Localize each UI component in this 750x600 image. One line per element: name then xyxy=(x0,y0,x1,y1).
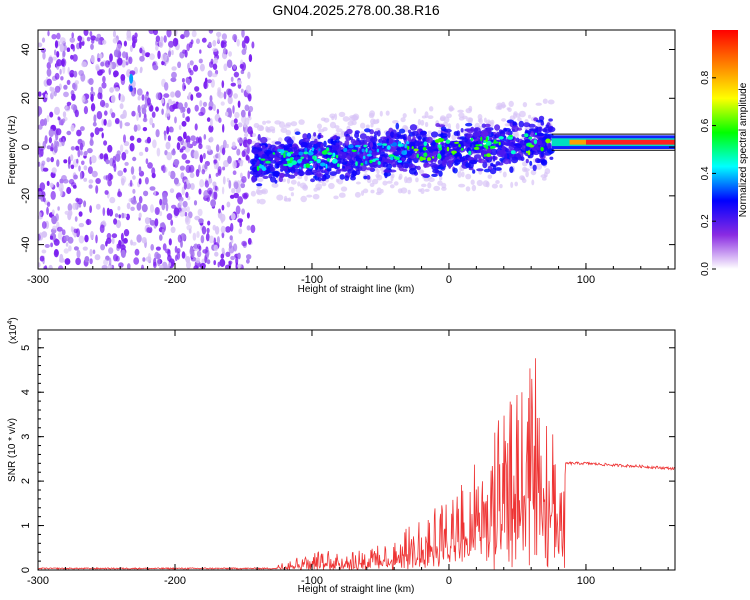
snr-y-tick-label: 2 xyxy=(20,478,32,484)
snr-x-tick-label: -100 xyxy=(301,575,323,587)
snr-y-axis-label: SNR (10 * v/v) xyxy=(7,418,18,482)
snr-x-tick-label: 100 xyxy=(577,575,595,587)
snr-x-tick-label: 0 xyxy=(446,575,452,587)
colorbar-tick-label: 0.2 xyxy=(700,214,711,228)
heatmap-x-tick-label: 0 xyxy=(446,274,452,286)
heatmap-y-tick-label: 20 xyxy=(20,92,32,104)
heatmap-x-axis-label: Height of straight line (km) xyxy=(298,284,415,295)
snr-y-tick-label: 5 xyxy=(20,345,32,351)
snr-y-tick-label: 3 xyxy=(20,434,32,440)
heatmap-frame xyxy=(37,29,676,270)
snr-x-tick-label: -300 xyxy=(27,575,49,587)
heatmap-x-tick-label: -200 xyxy=(164,274,186,286)
snr-plot xyxy=(38,358,675,570)
heatmap-line-region xyxy=(551,133,675,151)
snr-y-multiplier-exp: 4 xyxy=(7,321,14,325)
snr-y-multiplier: (x104) xyxy=(7,317,19,344)
heatmap-band-region xyxy=(249,98,556,205)
colorbar-tick-label: 0.0 xyxy=(700,262,711,276)
colorbar-ticks: 0.0 0.2 0.4 0.6 0.8 xyxy=(700,70,716,276)
heatmap-y-tick-label: 0 xyxy=(20,144,32,150)
snr-y-multiplier-close: ) xyxy=(8,317,19,320)
snr-x-tick-label: -200 xyxy=(164,575,186,587)
colorbar xyxy=(712,30,738,269)
heatmap-x-tick-label: 100 xyxy=(577,274,595,286)
snr-y-tick-label: 0 xyxy=(20,567,32,573)
snr-y-multiplier-base: (x10 xyxy=(8,324,19,344)
snr-axes: -300 -200 -100 0 100 0 1 2 3 4 5 xyxy=(20,330,675,587)
heatmap-y-tick-label: -20 xyxy=(20,188,32,204)
heatmap-y-tick-label: 40 xyxy=(20,43,32,55)
heatmap-x-tick-label: -300 xyxy=(27,274,49,286)
colorbar-tick-label: 0.6 xyxy=(700,118,711,132)
colorbar-tick-label: 0.4 xyxy=(700,166,711,180)
snr-y-tick-label: 1 xyxy=(20,522,32,528)
colorbar-tick-label: 0.8 xyxy=(700,70,711,84)
page-title: GN04.2025.278.00.38.R16 xyxy=(272,2,440,18)
heatmap-y-axis-label: Frequency (Hz) xyxy=(7,116,18,185)
heatmap-plot xyxy=(38,30,675,269)
heatmap-noise-region xyxy=(38,30,256,269)
snr-y-tick-label: 4 xyxy=(20,389,32,395)
snr-series-line xyxy=(38,358,675,570)
snr-x-axis-label: Height of straight line (km) xyxy=(298,584,415,595)
colorbar-label: Normalized spectral amplitude xyxy=(738,82,749,217)
heatmap-x-tick-label: -100 xyxy=(301,274,323,286)
snr-frame xyxy=(37,329,676,571)
heatmap-y-tick-label: -40 xyxy=(20,237,32,253)
